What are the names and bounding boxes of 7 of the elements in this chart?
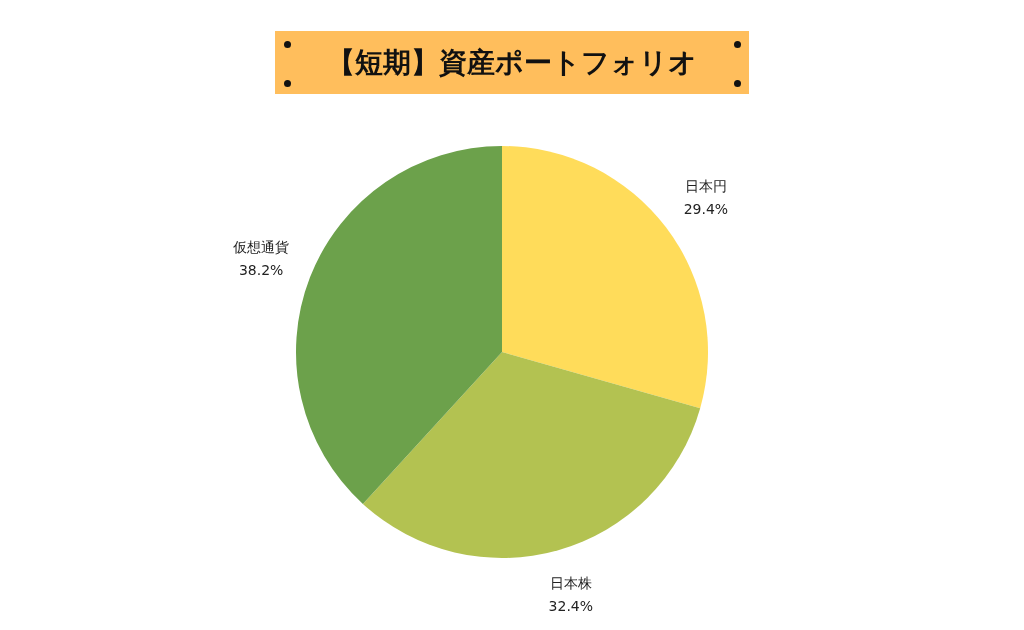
- data-label: 29.4%: [683, 201, 729, 218]
- data-label: 38.2%: [238, 261, 284, 278]
- data-label: 32.4%: [548, 598, 594, 615]
- slice-label: 日本円: [684, 178, 727, 195]
- slice-label: 日本株: [549, 575, 592, 592]
- slice-label: 仮想通貨: [232, 238, 290, 255]
- chart-title: 【短期】資産ポートフォリオ: [327, 46, 697, 79]
